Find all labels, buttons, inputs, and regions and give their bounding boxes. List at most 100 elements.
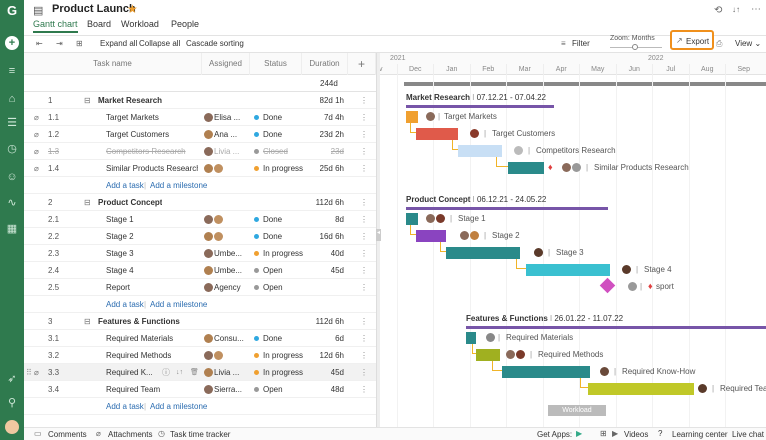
task-row[interactable]: 3.1 Required Materials Consu... Done 6d ⋮: [24, 330, 376, 347]
link-tasks-icon[interactable]: ⊞: [76, 39, 83, 48]
task-row[interactable]: 2.3 Stage 3 Umbe... In progress 40d ⋮: [24, 245, 376, 262]
export-button[interactable]: ↗ Export: [670, 30, 714, 50]
assignee[interactable]: Umbe...: [204, 262, 242, 279]
task-name[interactable]: Competitors Research: [106, 147, 186, 156]
task-bar[interactable]: [458, 145, 502, 157]
group-bar-label[interactable]: Market Research ǀ 07.12.21 - 07.04.22: [406, 93, 546, 102]
live-chat-link[interactable]: Live chat: [732, 430, 765, 439]
task-name[interactable]: Required Materials: [106, 334, 174, 343]
status-badge[interactable]: In progress: [254, 347, 303, 364]
tab-gantt-chart[interactable]: Gantt chart: [33, 19, 78, 33]
row-menu-icon[interactable]: ⋮: [360, 283, 368, 292]
assignee[interactable]: Livia ...: [204, 143, 239, 160]
row-menu-icon[interactable]: ⋮: [360, 215, 368, 224]
view-dropdown[interactable]: View ⌄: [735, 39, 762, 48]
task-row[interactable]: 2.5 Report Agency Open ⋮: [24, 279, 376, 296]
task-bar[interactable]: [416, 230, 446, 242]
assignee[interactable]: [204, 228, 224, 245]
home-icon[interactable]: ⌂: [8, 93, 16, 105]
task-name[interactable]: Required Team: [106, 385, 161, 394]
assignee[interactable]: Elisa ...: [204, 109, 240, 126]
task-bar[interactable]: [502, 366, 590, 378]
collapse-all-button[interactable]: Collapse all: [139, 39, 181, 48]
outdent-icon[interactable]: ⇥: [56, 39, 63, 48]
milestone-diamond[interactable]: [599, 277, 616, 294]
task-row[interactable]: ⌀ 1.3 Competitors Research Livia ... Closed 2…: [24, 143, 376, 160]
filter-button[interactable]: Filter: [572, 39, 590, 48]
add-task-link[interactable]: Add a task: [106, 402, 144, 411]
row-menu-icon[interactable]: ⋮: [360, 113, 368, 122]
tab-people[interactable]: People: [171, 19, 200, 29]
group-name[interactable]: Product Concept: [98, 198, 163, 207]
row-menu-icon[interactable]: ⋮: [360, 249, 368, 258]
status-badge[interactable]: Closed: [254, 143, 288, 160]
apps-icon[interactable]: ▦: [6, 223, 18, 235]
cascade-sorting-button[interactable]: Cascade sorting: [186, 39, 244, 48]
assignee[interactable]: [204, 160, 224, 177]
people-icon[interactable]: ☺: [6, 171, 18, 183]
grid-chart-splitter[interactable]: ◂: [376, 53, 381, 427]
add-task-link[interactable]: Add a task: [106, 181, 144, 190]
tracker-link[interactable]: Task time tracker: [170, 430, 231, 439]
task-name[interactable]: Required Methods: [106, 351, 172, 360]
attachment-icon[interactable]: ⌀: [34, 368, 39, 377]
task-row[interactable]: 2.1 Stage 1 Done 8d ⋮: [24, 211, 376, 228]
add-milestone-link[interactable]: Add a milestone: [150, 181, 208, 190]
sort-icon[interactable]: ↓↑: [732, 5, 740, 14]
collapse-icon[interactable]: ⊟: [84, 198, 91, 207]
status-badge[interactable]: Done: [254, 211, 282, 228]
task-bar[interactable]: [406, 111, 418, 123]
assignee[interactable]: Agency: [204, 279, 241, 296]
videos-link[interactable]: Videos: [624, 430, 649, 439]
task-bar[interactable]: [466, 332, 476, 344]
assignee[interactable]: Umbe...: [204, 245, 242, 262]
attachment-icon[interactable]: ⌀: [34, 147, 39, 156]
add-milestone-link[interactable]: Add a milestone: [150, 402, 208, 411]
task-bar[interactable]: [416, 128, 458, 140]
task-row[interactable]: ⌀ 3.3 Required K... ⠿ ⓘ ↓↑ 🗑 Livia ... In progre…: [24, 364, 376, 381]
add-row[interactable]: Add a task | Add a milestone: [24, 398, 376, 415]
rocket-icon[interactable]: ➶: [7, 373, 17, 385]
chart-icon[interactable]: ∿: [7, 197, 17, 209]
collapse-icon[interactable]: ⊟: [84, 317, 91, 326]
comments-icon[interactable]: ▭: [34, 429, 42, 438]
add-task-link[interactable]: Add a task: [106, 300, 144, 309]
task-name[interactable]: Target Markets: [106, 113, 159, 122]
group-row[interactable]: 2 ⊟ Product Concept 112d 6h ⋮: [24, 194, 376, 211]
task-row[interactable]: 2.4 Stage 4 Umbe... Open 45d ⋮: [24, 262, 376, 279]
attachment-icon[interactable]: ⌀: [34, 164, 39, 173]
search-icon[interactable]: ⚲: [7, 397, 17, 409]
status-badge[interactable]: Open: [254, 279, 283, 296]
task-bar[interactable]: [588, 383, 694, 395]
attachment-icon[interactable]: ⌀: [34, 130, 39, 139]
col-task-name[interactable]: Task name: [24, 53, 202, 75]
task-name[interactable]: Target Customers: [106, 130, 170, 139]
task-name[interactable]: Stage 1: [106, 215, 134, 224]
task-name[interactable]: Stage 2: [106, 232, 134, 241]
row-menu-icon[interactable]: ⋮: [360, 232, 368, 241]
attachment-icon[interactable]: ⌀: [34, 113, 39, 122]
status-badge[interactable]: Open: [254, 381, 283, 398]
clock-icon[interactable]: ◷: [7, 143, 17, 155]
row-menu-icon[interactable]: ⋮: [360, 385, 368, 394]
collapse-icon[interactable]: ⊟: [84, 96, 91, 105]
col-assigned[interactable]: Assigned: [202, 53, 250, 75]
row-menu-icon[interactable]: ⋮: [360, 198, 368, 207]
task-row[interactable]: ⌀ 1.2 Target Customers Ana ... Done 23d 2h ⋮: [24, 126, 376, 143]
assignee[interactable]: Consu...: [204, 330, 244, 347]
task-name[interactable]: Required K...: [106, 368, 153, 377]
expand-all-button[interactable]: Expand all: [100, 39, 138, 48]
task-bar[interactable]: [406, 213, 418, 225]
task-name[interactable]: Similar Products Research: [106, 164, 198, 173]
task-row[interactable]: ⌀ 1.4 Similar Products Research In progress…: [24, 160, 376, 177]
tab-board[interactable]: Board: [87, 19, 112, 29]
play-store-icon[interactable]: ▶: [576, 429, 583, 438]
add-row[interactable]: Add a task | Add a milestone: [24, 296, 376, 313]
row-menu-icon[interactable]: ⋮: [360, 266, 368, 275]
add-icon[interactable]: +: [5, 36, 19, 50]
group-bar[interactable]: [406, 105, 554, 108]
assignee[interactable]: [204, 347, 224, 364]
comments-link[interactable]: Comments: [48, 430, 87, 439]
row-menu-icon[interactable]: ⋮: [360, 368, 368, 377]
status-badge[interactable]: Done: [254, 330, 282, 347]
